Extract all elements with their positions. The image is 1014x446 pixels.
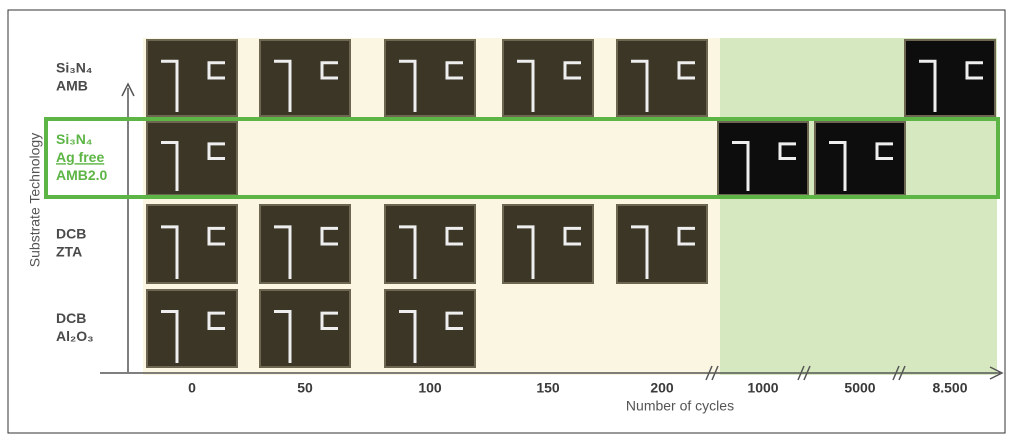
row-label: DCB — [56, 310, 86, 326]
row-label: DCB — [56, 226, 86, 242]
figure: Substrate Technology Number of cycles Si… — [0, 0, 1014, 441]
x-tick-label: 50 — [297, 380, 313, 396]
sample-image — [718, 122, 808, 195]
sample-image — [503, 40, 593, 116]
sample-image — [147, 290, 237, 367]
sample-image — [905, 40, 995, 116]
sample-image — [503, 205, 593, 283]
row-label: AMB — [56, 78, 88, 94]
sample-image — [260, 290, 350, 367]
sample-image — [260, 205, 350, 283]
x-axis-title: Number of cycles — [626, 398, 734, 414]
row-label: Al₂O₃ — [56, 328, 94, 344]
row-label: ZTA — [56, 244, 82, 260]
x-tick-label: 100 — [418, 380, 442, 396]
x-tick-label: 1000 — [747, 380, 778, 396]
x-tick-label: 5000 — [844, 380, 875, 396]
y-axis-title: Substrate Technology — [27, 133, 43, 267]
sample-image — [385, 205, 475, 283]
sample-image — [147, 122, 237, 195]
row-label: Ag free — [56, 149, 104, 165]
sample-image — [385, 40, 475, 116]
row-label: AMB2.0 — [56, 167, 108, 183]
x-tick-label: 150 — [536, 380, 560, 396]
sample-image — [617, 205, 707, 283]
x-tick-label: 0 — [188, 380, 196, 396]
x-tick-label: 200 — [650, 380, 674, 396]
sample-image — [260, 40, 350, 116]
sample-image — [385, 290, 475, 367]
sample-image — [147, 40, 237, 116]
sample-image — [147, 205, 237, 283]
row-label: Si₃N₄ — [56, 60, 92, 76]
sample-image — [617, 40, 707, 116]
sample-image — [815, 122, 905, 195]
row-label: Si₃N₄ — [56, 131, 92, 147]
x-tick-label: 8.500 — [932, 380, 967, 396]
